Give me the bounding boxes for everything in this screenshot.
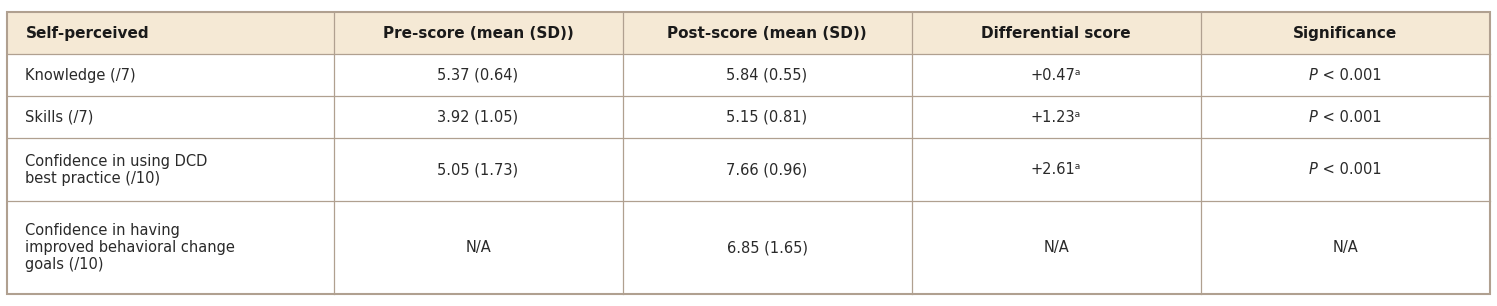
- Text: N/A: N/A: [1043, 240, 1069, 255]
- Text: < 0.001: < 0.001: [1317, 162, 1382, 177]
- Text: N/A: N/A: [466, 240, 491, 255]
- Text: 3.92 (1.05): 3.92 (1.05): [437, 110, 518, 125]
- Text: Post-score (mean (SD)): Post-score (mean (SD)): [668, 26, 867, 41]
- Text: 5.05 (1.73): 5.05 (1.73): [437, 162, 518, 177]
- Text: < 0.001: < 0.001: [1317, 68, 1382, 83]
- Text: < 0.001: < 0.001: [1317, 110, 1382, 125]
- Bar: [7, 12, 1490, 54]
- Text: Significance: Significance: [1293, 26, 1397, 41]
- Text: 6.85 (1.65): 6.85 (1.65): [726, 240, 807, 255]
- Text: Skills (/7): Skills (/7): [25, 110, 94, 125]
- Text: Pre-score (mean (SD)): Pre-score (mean (SD)): [383, 26, 573, 41]
- Text: Confidence in using DCD
best practice (/10): Confidence in using DCD best practice (/…: [25, 154, 208, 186]
- Text: P: P: [1308, 110, 1317, 125]
- Text: Differential score: Differential score: [981, 26, 1130, 41]
- Text: 7.66 (0.96): 7.66 (0.96): [726, 162, 808, 177]
- Text: N/A: N/A: [1332, 240, 1358, 255]
- Text: +1.23ᵃ: +1.23ᵃ: [1031, 110, 1081, 125]
- Text: P: P: [1308, 162, 1317, 177]
- Text: Confidence in having
improved behavioral change
goals (/10): Confidence in having improved behavioral…: [25, 223, 235, 272]
- Text: 5.84 (0.55): 5.84 (0.55): [726, 68, 807, 83]
- Text: 5.15 (0.81): 5.15 (0.81): [726, 110, 807, 125]
- Text: P: P: [1308, 68, 1317, 83]
- Text: 5.37 (0.64): 5.37 (0.64): [437, 68, 518, 83]
- Text: Knowledge (/7): Knowledge (/7): [25, 68, 136, 83]
- Text: +0.47ᵃ: +0.47ᵃ: [1031, 68, 1081, 83]
- Text: +2.61ᵃ: +2.61ᵃ: [1031, 162, 1081, 177]
- Text: Self-perceived: Self-perceived: [25, 26, 150, 41]
